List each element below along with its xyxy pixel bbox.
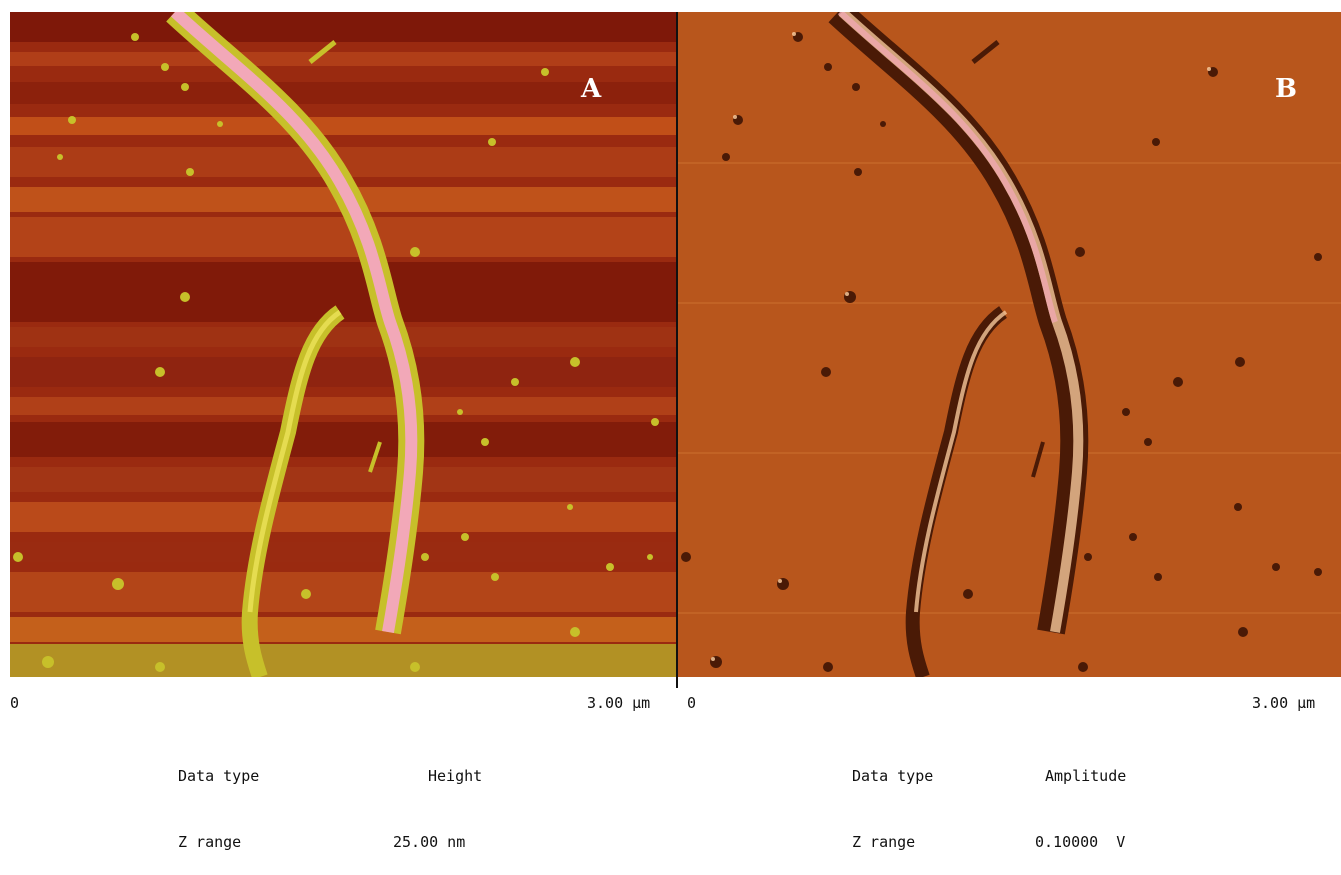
z-range-value-b: 0.10000 V: [1035, 833, 1125, 851]
meta-values-b: Amplitude 0.10000 V: [1035, 721, 1126, 875]
panel-divider: [676, 12, 678, 688]
z-range-value-a: 25.00 nm: [393, 833, 465, 851]
scale-start-b: 0: [687, 694, 696, 712]
panel-label-a: A: [581, 74, 601, 104]
meta-block-b: Data type Z range: [852, 721, 933, 875]
scale-end-a: 3.00 µm: [587, 694, 650, 712]
data-type-label-a: Data type: [178, 767, 259, 785]
panel-label-b: B: [1275, 74, 1297, 104]
amplitude-map-graphic: [678, 12, 1341, 677]
data-type-label-b: Data type: [852, 767, 933, 785]
scale-end-b: 3.00 µm: [1252, 694, 1315, 712]
height-map-graphic: [10, 12, 676, 677]
scale-start-a: 0: [10, 694, 19, 712]
data-type-value-b: Amplitude: [1045, 767, 1126, 785]
meta-values-a: Height 25.00 nm: [393, 721, 482, 875]
data-type-value-a: Height: [428, 767, 482, 785]
afm-amplitude-image: B: [678, 12, 1341, 677]
z-range-label-a: Z range: [178, 833, 241, 851]
z-range-label-b: Z range: [852, 833, 915, 851]
meta-block-a: Data type Z range: [178, 721, 259, 875]
afm-height-image: A: [10, 12, 676, 677]
